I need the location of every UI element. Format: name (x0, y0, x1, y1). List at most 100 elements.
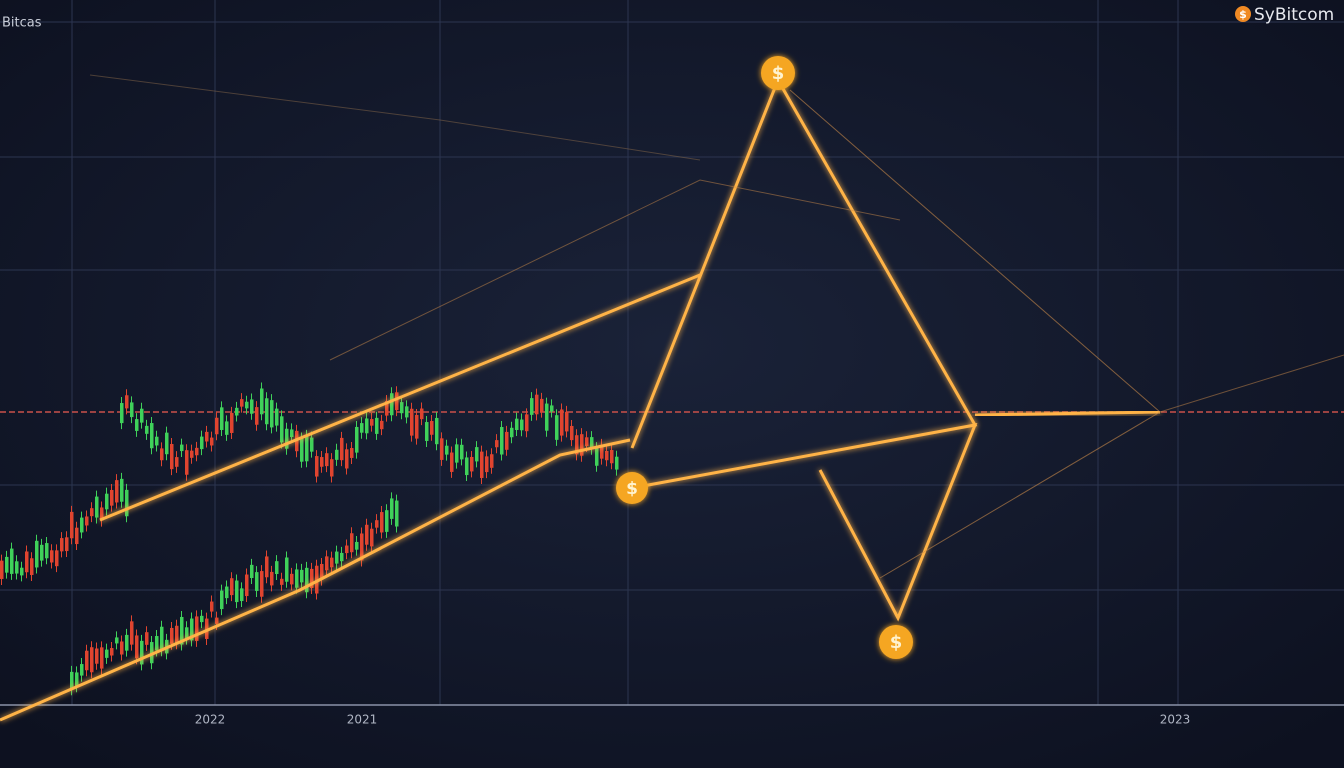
candle (405, 406, 409, 418)
candle (420, 408, 424, 420)
candle (330, 557, 334, 568)
candle (135, 635, 139, 659)
candle (100, 647, 104, 669)
candle (530, 398, 534, 415)
candle (70, 511, 74, 539)
candle (75, 527, 79, 545)
candle (335, 551, 339, 564)
candle (285, 428, 289, 449)
candle (175, 625, 179, 644)
candle (535, 394, 539, 415)
candle (375, 417, 379, 434)
candle (490, 454, 494, 468)
candle (265, 398, 269, 425)
candle (415, 414, 419, 439)
candle (320, 457, 324, 467)
candle (240, 588, 244, 602)
candle (215, 417, 219, 435)
candle (255, 407, 259, 425)
coin (1235, 6, 1251, 22)
candle (260, 571, 264, 597)
candle (525, 414, 529, 432)
candle (460, 444, 464, 460)
candle (255, 572, 259, 591)
candle (5, 556, 9, 573)
candle (130, 402, 134, 418)
candle (195, 447, 199, 456)
candle (90, 508, 94, 517)
candle (345, 449, 349, 469)
candle (380, 512, 384, 533)
candle (340, 552, 344, 562)
coin (761, 56, 795, 90)
candle (80, 517, 84, 533)
candle (140, 640, 144, 665)
candle (220, 590, 224, 610)
candle (355, 541, 359, 550)
candle (465, 457, 469, 476)
candle (235, 407, 239, 416)
candle (360, 533, 364, 561)
candle (280, 578, 284, 585)
candle (125, 395, 129, 409)
candle (25, 551, 29, 573)
candle (235, 580, 239, 603)
coin (879, 625, 913, 659)
coin (616, 472, 648, 504)
candle (10, 548, 14, 574)
candle (450, 452, 454, 472)
candle (370, 528, 374, 547)
candle (365, 418, 369, 434)
candle (180, 616, 184, 645)
candle (600, 444, 604, 459)
candle (300, 569, 304, 583)
candle (100, 507, 104, 521)
candle (610, 450, 614, 464)
candle (275, 408, 279, 426)
candle (130, 621, 134, 645)
candle (170, 444, 174, 470)
candle (330, 459, 334, 477)
candle (355, 426, 359, 453)
candle (515, 418, 519, 431)
candle (290, 429, 294, 438)
candle (325, 453, 329, 467)
candle (410, 408, 414, 436)
candle (270, 571, 274, 586)
candle (395, 500, 399, 527)
candle (310, 568, 314, 588)
candle (305, 435, 309, 462)
candle (185, 450, 189, 475)
candle (380, 420, 384, 430)
candle (110, 489, 114, 506)
candle (270, 400, 274, 428)
candle (560, 409, 564, 436)
candle (180, 444, 184, 452)
candle (230, 412, 234, 433)
candle (245, 401, 249, 409)
candle (495, 440, 499, 448)
candle (345, 545, 349, 554)
candle (475, 447, 479, 462)
candle (80, 664, 84, 676)
candle (150, 423, 154, 449)
candle (35, 540, 39, 568)
candle (225, 586, 229, 599)
candle (30, 558, 34, 575)
coin-symbol: $ (626, 479, 638, 499)
candle (315, 456, 319, 477)
candle (200, 436, 204, 450)
candle (445, 445, 449, 455)
candle (120, 403, 124, 424)
candle (595, 448, 599, 466)
candle (135, 419, 139, 431)
candle (90, 647, 94, 673)
candle (325, 556, 329, 571)
brand: SyBitcom (1254, 5, 1334, 25)
candle (120, 478, 124, 502)
candle (40, 544, 44, 561)
candle (545, 403, 549, 431)
coins: $ $ $ $ (616, 6, 1251, 659)
